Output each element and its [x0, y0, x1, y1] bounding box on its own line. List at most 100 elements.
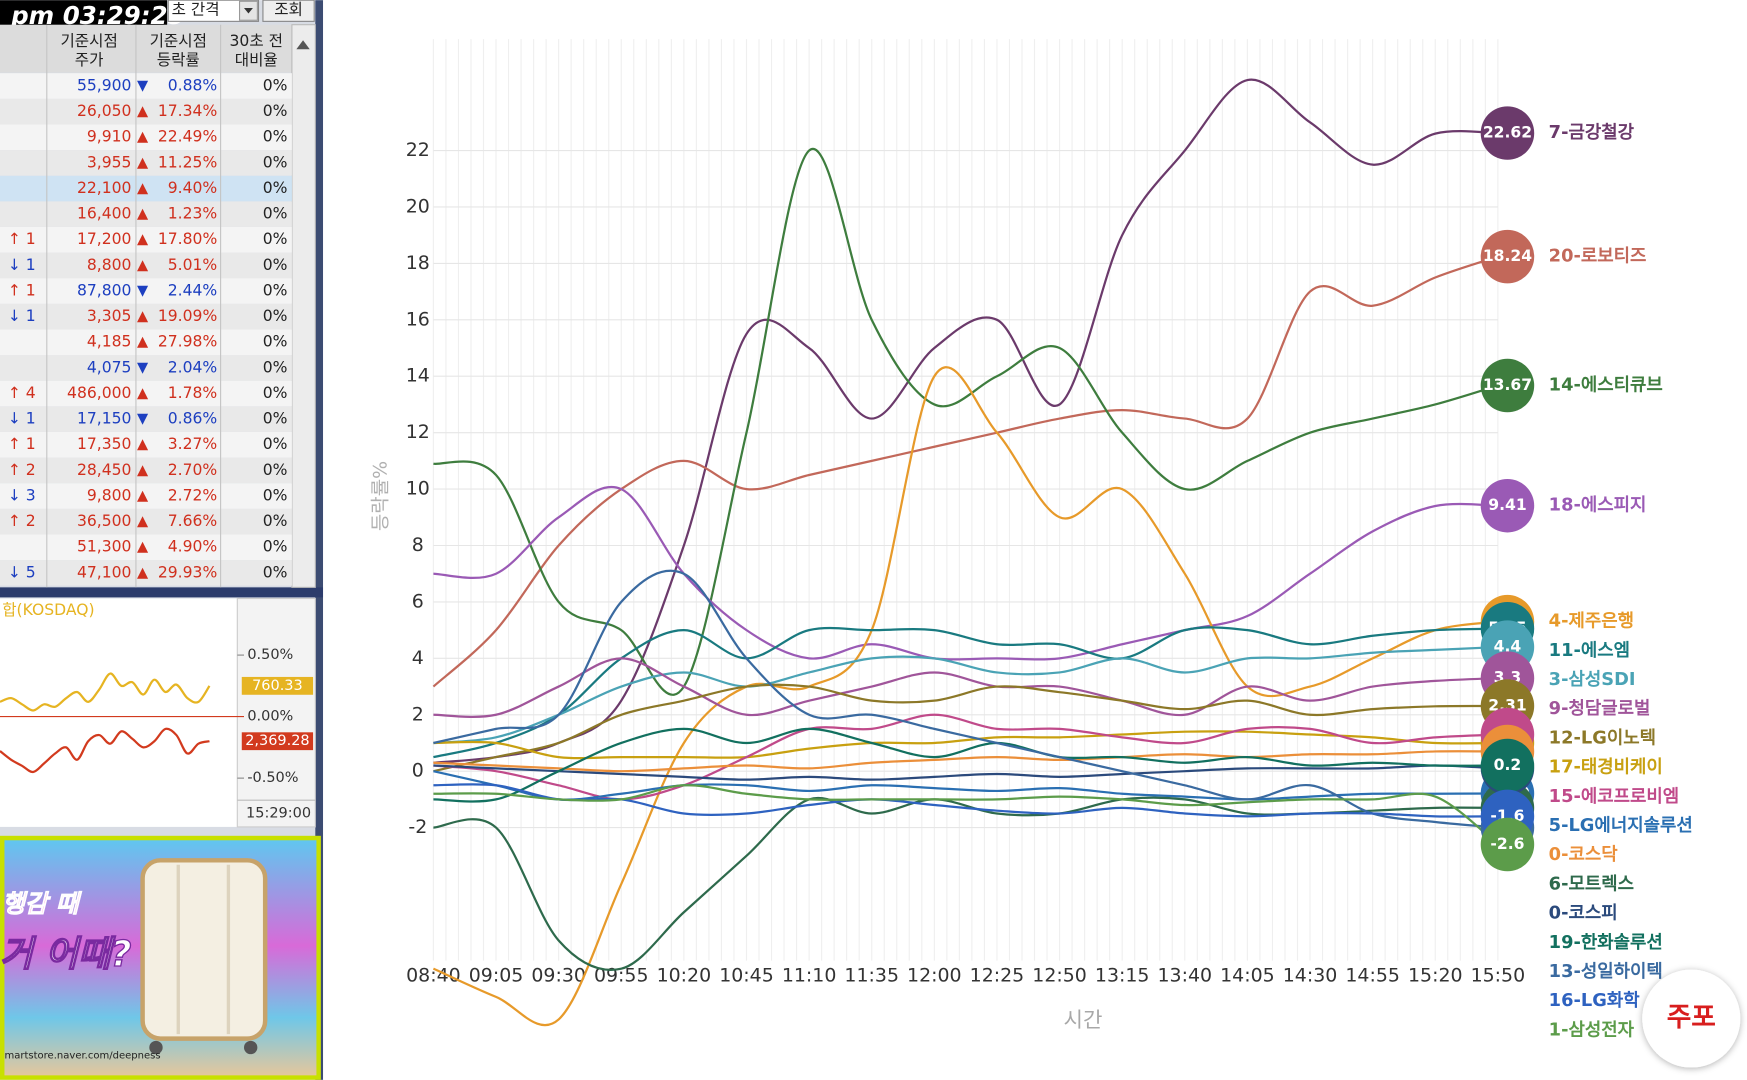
change-rate: 2.72%	[168, 486, 218, 504]
table-row	[0, 98, 292, 125]
direction: ▲	[137, 309, 149, 325]
change-30s: 0%	[263, 102, 288, 120]
end-bubble	[1480, 106, 1535, 160]
direction: ▼	[137, 411, 149, 427]
ad-headline: 행감 때	[2, 889, 82, 918]
value-tag-text: 760.33	[252, 678, 303, 694]
rank-change: ↓ 1	[8, 307, 36, 325]
panel-border	[315, 0, 324, 1080]
rank-change: ↑ 1	[8, 230, 36, 248]
legend-label: 7-금강철강	[1549, 122, 1635, 143]
table-header-text: 주가	[75, 51, 104, 69]
y-tick-label: 22	[406, 139, 430, 161]
table-row	[0, 380, 292, 407]
table-row	[0, 431, 292, 458]
change-rate: 7.66%	[168, 512, 218, 530]
change-rate: 2.04%	[168, 358, 218, 376]
change-30s: 0%	[263, 486, 288, 504]
end-bubble	[1480, 229, 1535, 284]
logo: 주포	[1667, 1002, 1716, 1033]
y-tick-label: 0	[412, 760, 424, 782]
ad-wheel	[244, 1040, 258, 1055]
series-line	[433, 770, 1498, 801]
query-button[interactable]	[262, 0, 315, 22]
price: 28,450	[77, 461, 132, 479]
end-value-label: 9.41	[1488, 496, 1526, 514]
query-button-text: 조회	[274, 1, 303, 19]
direction: ▼	[137, 78, 149, 94]
table-header-text: 30초 전	[230, 32, 283, 50]
direction: ▼	[137, 360, 149, 376]
change-rate: 22.49%	[158, 128, 217, 146]
rank-change: ↑ 4	[8, 384, 36, 402]
change-30s: 0%	[263, 461, 288, 479]
interval-dropdown[interactable]	[167, 0, 260, 22]
end-value-label: 0.2	[1494, 756, 1522, 774]
change-30s: 0%	[263, 153, 288, 171]
legend-label: 15-에코프로비엠	[1549, 786, 1680, 807]
x-tick-label: 12:50	[1032, 965, 1087, 987]
series-line	[433, 784, 1499, 846]
y-tick-label: 2	[412, 703, 424, 725]
end-bubble	[1480, 817, 1535, 872]
price: 36,500	[77, 512, 132, 530]
table-header	[0, 24, 292, 73]
table-row	[0, 278, 292, 304]
change-rate: 17.80%	[158, 230, 217, 248]
table-row	[0, 329, 292, 356]
legend-label: 0-코스피	[1549, 903, 1618, 924]
scrollbar[interactable]	[291, 24, 316, 588]
series-line	[433, 147, 1499, 696]
value-tag	[241, 676, 314, 695]
series-line	[433, 764, 1498, 781]
table-row	[0, 457, 292, 484]
legend-label: 5-LG에너지솔루션	[1549, 815, 1693, 836]
y-tick-label: 20	[406, 195, 430, 217]
series-line	[432, 255, 1499, 688]
legend-label: 11-에스엠	[1549, 640, 1630, 661]
x-tick-label: 09:30	[531, 965, 586, 987]
panel-divider	[0, 587, 324, 598]
x-tick-label: 08:40	[406, 965, 461, 987]
end-bubble	[1480, 358, 1535, 413]
change-30s: 0%	[263, 435, 288, 453]
legend-label: 1-삼성전자	[1549, 1019, 1635, 1040]
end-value-label: 22.62	[1483, 124, 1532, 142]
x-tick-label: 14:05	[1220, 965, 1275, 987]
direction: ▲	[137, 206, 149, 222]
legend-label: 19-한화솔루션	[1549, 932, 1663, 953]
price: 486,000	[67, 384, 131, 402]
legend-label: 20-로보티즈	[1549, 246, 1647, 267]
legend-label: 16-LG화학	[1549, 989, 1641, 1011]
x-tick-label: 13:40	[1158, 965, 1213, 987]
scroll-up[interactable]	[296, 40, 310, 50]
change-rate: 29.93%	[158, 563, 217, 581]
series-line	[433, 730, 1498, 760]
price: 17,150	[77, 410, 132, 428]
direction: ▲	[137, 334, 149, 350]
change-rate: 2.44%	[168, 281, 218, 299]
y-tick-label: 10	[406, 478, 430, 500]
price: 9,910	[87, 128, 132, 146]
change-rate: 2.70%	[168, 461, 218, 479]
series-line	[433, 727, 1498, 803]
mini-axis-area	[236, 597, 316, 828]
price: 4,075	[87, 358, 132, 376]
table-header-text: 대비율	[235, 51, 278, 69]
y-tick-label: 4	[412, 647, 424, 669]
y-tick-label: 6	[412, 590, 424, 612]
dropdown-arrow	[244, 7, 253, 14]
direction: ▲	[137, 232, 149, 248]
rank-change: ↓ 5	[8, 563, 36, 581]
rank-change: ↑ 2	[8, 512, 36, 530]
change-rate: 17.34%	[158, 102, 217, 120]
legend-label: 합(KOSDAQ)	[2, 601, 94, 619]
y-tick-label: 12	[406, 421, 430, 443]
direction: ▲	[137, 539, 149, 555]
legend-label: 3-삼성SDI	[1549, 669, 1636, 690]
y-tick-label: 0.50%	[247, 647, 293, 663]
change-rate: 5.01%	[168, 256, 218, 274]
x-tick-label: 10:45	[719, 965, 774, 987]
change-rate: 0.88%	[168, 76, 218, 94]
